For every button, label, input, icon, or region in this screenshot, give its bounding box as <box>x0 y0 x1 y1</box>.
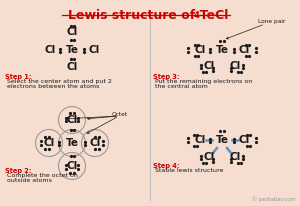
Text: Te: Te <box>65 138 79 148</box>
Text: Step 4:: Step 4: <box>153 163 180 169</box>
Text: Cl: Cl <box>66 115 78 125</box>
Text: Cl: Cl <box>44 45 56 55</box>
Text: Cl: Cl <box>66 27 78 37</box>
Text: Cl: Cl <box>44 138 55 148</box>
Text: Te: Te <box>215 135 229 145</box>
Text: Lewis structure of TeCl: Lewis structure of TeCl <box>68 9 228 22</box>
Text: Te: Te <box>65 45 79 55</box>
Text: electrons between the atoms: electrons between the atoms <box>5 84 99 89</box>
Text: Octet: Octet <box>112 112 128 117</box>
Text: Cl: Cl <box>89 138 100 148</box>
Text: Cl: Cl <box>203 61 214 71</box>
Text: © pediabay.com: © pediabay.com <box>251 196 295 202</box>
Text: Cl: Cl <box>66 62 78 72</box>
Text: Step 3:: Step 3: <box>153 74 180 80</box>
Text: Cl: Cl <box>238 135 250 145</box>
Text: Cl: Cl <box>66 161 78 171</box>
Text: the central atom: the central atom <box>153 84 208 89</box>
Text: 4: 4 <box>193 11 199 20</box>
Text: Cl: Cl <box>88 45 100 55</box>
Text: Cl: Cl <box>194 135 206 145</box>
Text: Cl: Cl <box>203 152 214 162</box>
Text: Stable lewis structure: Stable lewis structure <box>153 168 224 173</box>
Text: outside atoms: outside atoms <box>5 178 52 183</box>
Text: Te: Te <box>215 45 229 55</box>
Text: Cl: Cl <box>230 61 241 71</box>
Text: Cl: Cl <box>194 45 206 55</box>
Text: Step 2:: Step 2: <box>5 168 32 174</box>
Text: Cl: Cl <box>230 152 241 162</box>
Text: Complete the octet on: Complete the octet on <box>5 173 78 178</box>
Text: Cl: Cl <box>238 45 250 55</box>
Text: Select the center atom and put 2: Select the center atom and put 2 <box>5 79 112 84</box>
Text: Lone pair: Lone pair <box>258 19 286 24</box>
Text: Step 1:: Step 1: <box>5 74 32 80</box>
Text: Put the remaining electrons on: Put the remaining electrons on <box>153 79 252 84</box>
